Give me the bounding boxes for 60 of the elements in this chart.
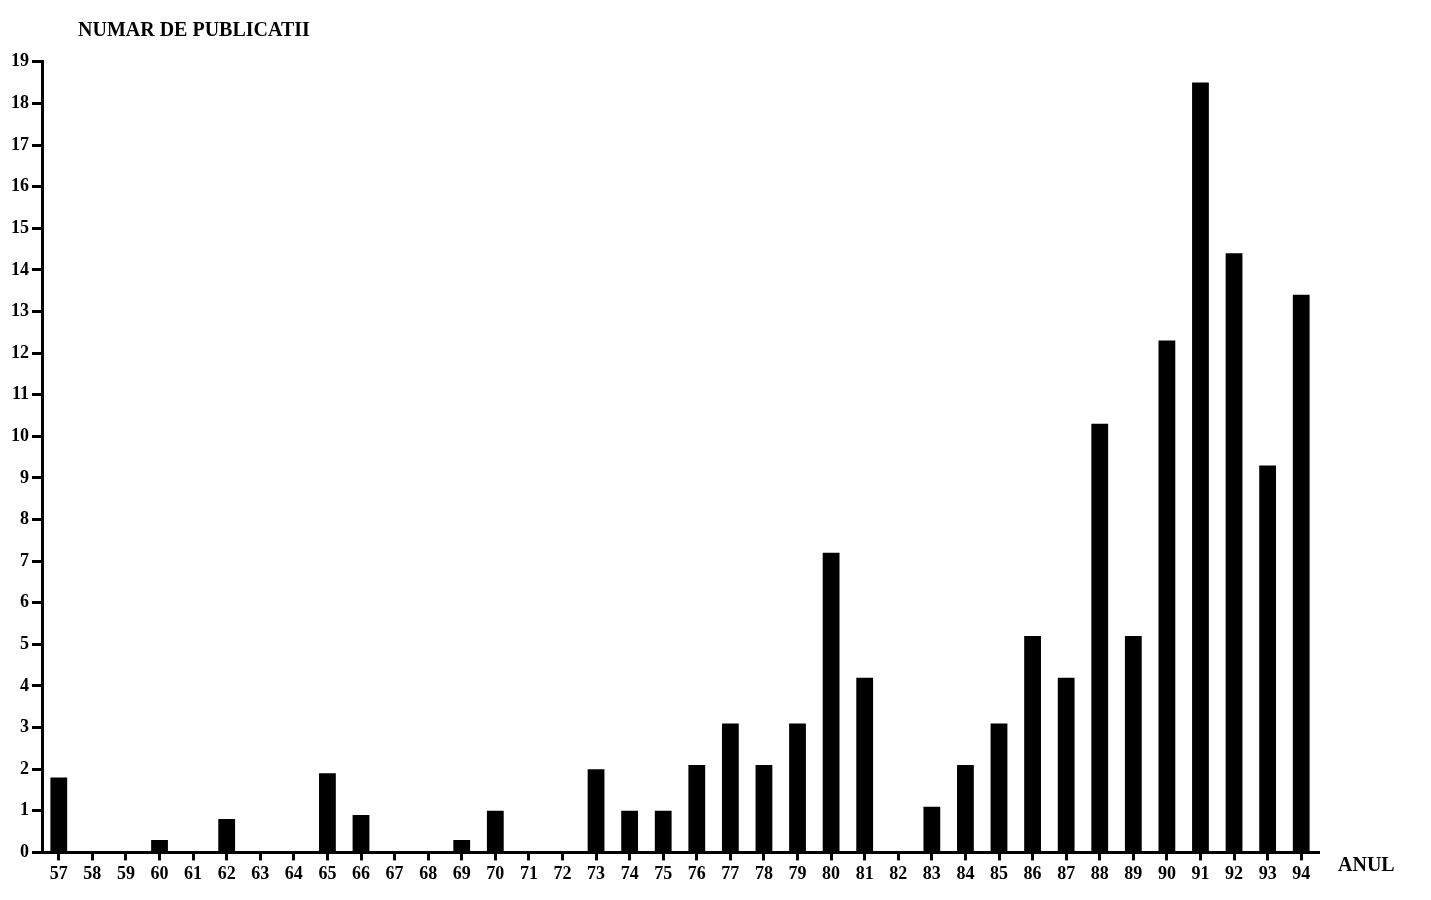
- x-tick-label: 87: [1057, 862, 1076, 883]
- x-tick-label: 66: [352, 862, 370, 883]
- x-tick-label: 73: [587, 862, 606, 883]
- x-tick-label: 70: [486, 862, 505, 883]
- x-tick-label: 59: [116, 862, 135, 883]
- y-tick-label: 19: [11, 50, 29, 71]
- y-tick-label: 6: [20, 591, 29, 612]
- y-tick-label: 5: [20, 633, 29, 653]
- y-tick-label: 18: [11, 92, 29, 113]
- x-tick-label: 88: [1090, 862, 1109, 883]
- y-tick-label: 0: [20, 841, 29, 862]
- x-tick-label: 76: [687, 862, 706, 883]
- x-tick-label: 91: [1191, 862, 1210, 883]
- x-tick-label: 74: [620, 862, 639, 883]
- y-tick-label: 17: [11, 133, 29, 154]
- x-tick-label: 79: [788, 862, 807, 883]
- y-tick-label: 7: [20, 549, 29, 570]
- x-tick-label: 58: [83, 862, 102, 883]
- x-tick-label: 71: [519, 862, 538, 883]
- y-tick-label: 4: [20, 674, 29, 695]
- x-tick-label: 60: [150, 862, 169, 883]
- y-tick-label: 14: [11, 258, 29, 279]
- x-tick-label: 61: [184, 862, 203, 883]
- y-tick-label: 15: [11, 216, 29, 237]
- y-tick-label: 13: [11, 300, 29, 321]
- x-tick-label: 64: [284, 862, 303, 883]
- x-tick-label: 81: [855, 862, 874, 883]
- x-tick-label: 67: [385, 862, 404, 883]
- x-tick-label: 62: [217, 862, 236, 883]
- y-tick-label: 3: [20, 716, 29, 737]
- x-tick-label: 72: [553, 862, 572, 883]
- y-tick-label: 12: [11, 341, 29, 362]
- x-tick-label: 83: [922, 862, 941, 883]
- y-axis-title: NUMAR DE PUBLICATII: [78, 18, 310, 41]
- y-tick-label: 2: [20, 757, 29, 778]
- y-tick-label: 8: [20, 508, 29, 529]
- x-tick-label: 85: [990, 862, 1008, 883]
- x-tick-label: 63: [251, 862, 270, 883]
- y-tick-label: 10: [11, 424, 29, 445]
- x-tick-label: 90: [1157, 862, 1176, 883]
- x-tick-label: 78: [754, 862, 773, 883]
- x-tick-label: 80: [822, 862, 841, 883]
- y-tick-label: 9: [20, 466, 29, 487]
- y-tick-label: 16: [11, 175, 29, 196]
- x-tick-label: 65: [318, 862, 337, 883]
- x-tick-label: 57: [49, 862, 68, 883]
- x-tick-label: 84: [956, 862, 975, 883]
- x-tick-label: 89: [1124, 862, 1143, 883]
- y-tick-label: 11: [11, 383, 29, 404]
- x-tick-label: 92: [1225, 862, 1244, 883]
- y-tick-label: 1: [20, 799, 29, 820]
- x-axis-title: ANUL: [1338, 853, 1395, 876]
- x-tick-label: 94: [1292, 862, 1311, 883]
- x-tick-label: 82: [889, 862, 908, 883]
- x-tick-label: 75: [654, 862, 673, 883]
- x-tick-label: 86: [1023, 862, 1042, 883]
- x-tick-label: 68: [419, 862, 438, 883]
- x-tick-label: 77: [721, 862, 740, 883]
- x-tick-label: 93: [1258, 862, 1277, 883]
- x-tick-label: 69: [452, 862, 471, 883]
